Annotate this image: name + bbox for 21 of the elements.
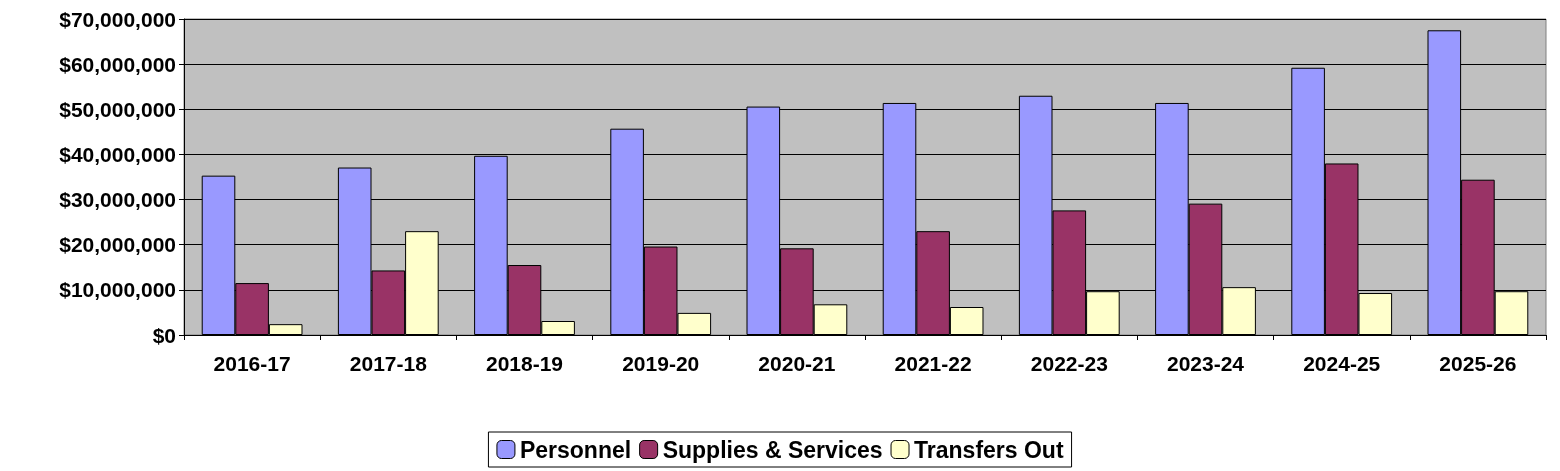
y-tick-label: $70,000,000 xyxy=(59,7,176,31)
legend-label: Transfers Out xyxy=(914,436,1064,463)
legend-label: Personnel xyxy=(519,436,632,463)
legend-label: Supplies & Services xyxy=(662,436,883,463)
x-tick-label: 2020-21 xyxy=(758,352,836,375)
x-tick-label: 2024-25 xyxy=(1303,352,1381,375)
y-tick-label: $10,000,000 xyxy=(59,278,176,302)
x-tick-label: 2017-18 xyxy=(349,352,428,375)
x-tick-label: 2022-23 xyxy=(1030,352,1108,375)
x-tick-label: 2018-19 xyxy=(485,352,564,375)
x-tick-label: 2016-17 xyxy=(213,352,291,375)
x-tick-label: 2019-20 xyxy=(622,352,700,375)
y-tick-label: $50,000,000 xyxy=(59,97,176,121)
y-tick-label: $30,000,000 xyxy=(59,188,176,212)
x-tick-label: 2021-22 xyxy=(894,352,972,375)
y-tick-label: $40,000,000 xyxy=(59,142,176,166)
x-tick-label: 2025-26 xyxy=(1439,352,1517,375)
y-tick-label: $0 xyxy=(152,323,176,347)
y-tick-label: $20,000,000 xyxy=(59,233,176,257)
x-tick-label: 2023-24 xyxy=(1166,352,1245,375)
y-tick-label: $60,000,000 xyxy=(59,52,176,76)
